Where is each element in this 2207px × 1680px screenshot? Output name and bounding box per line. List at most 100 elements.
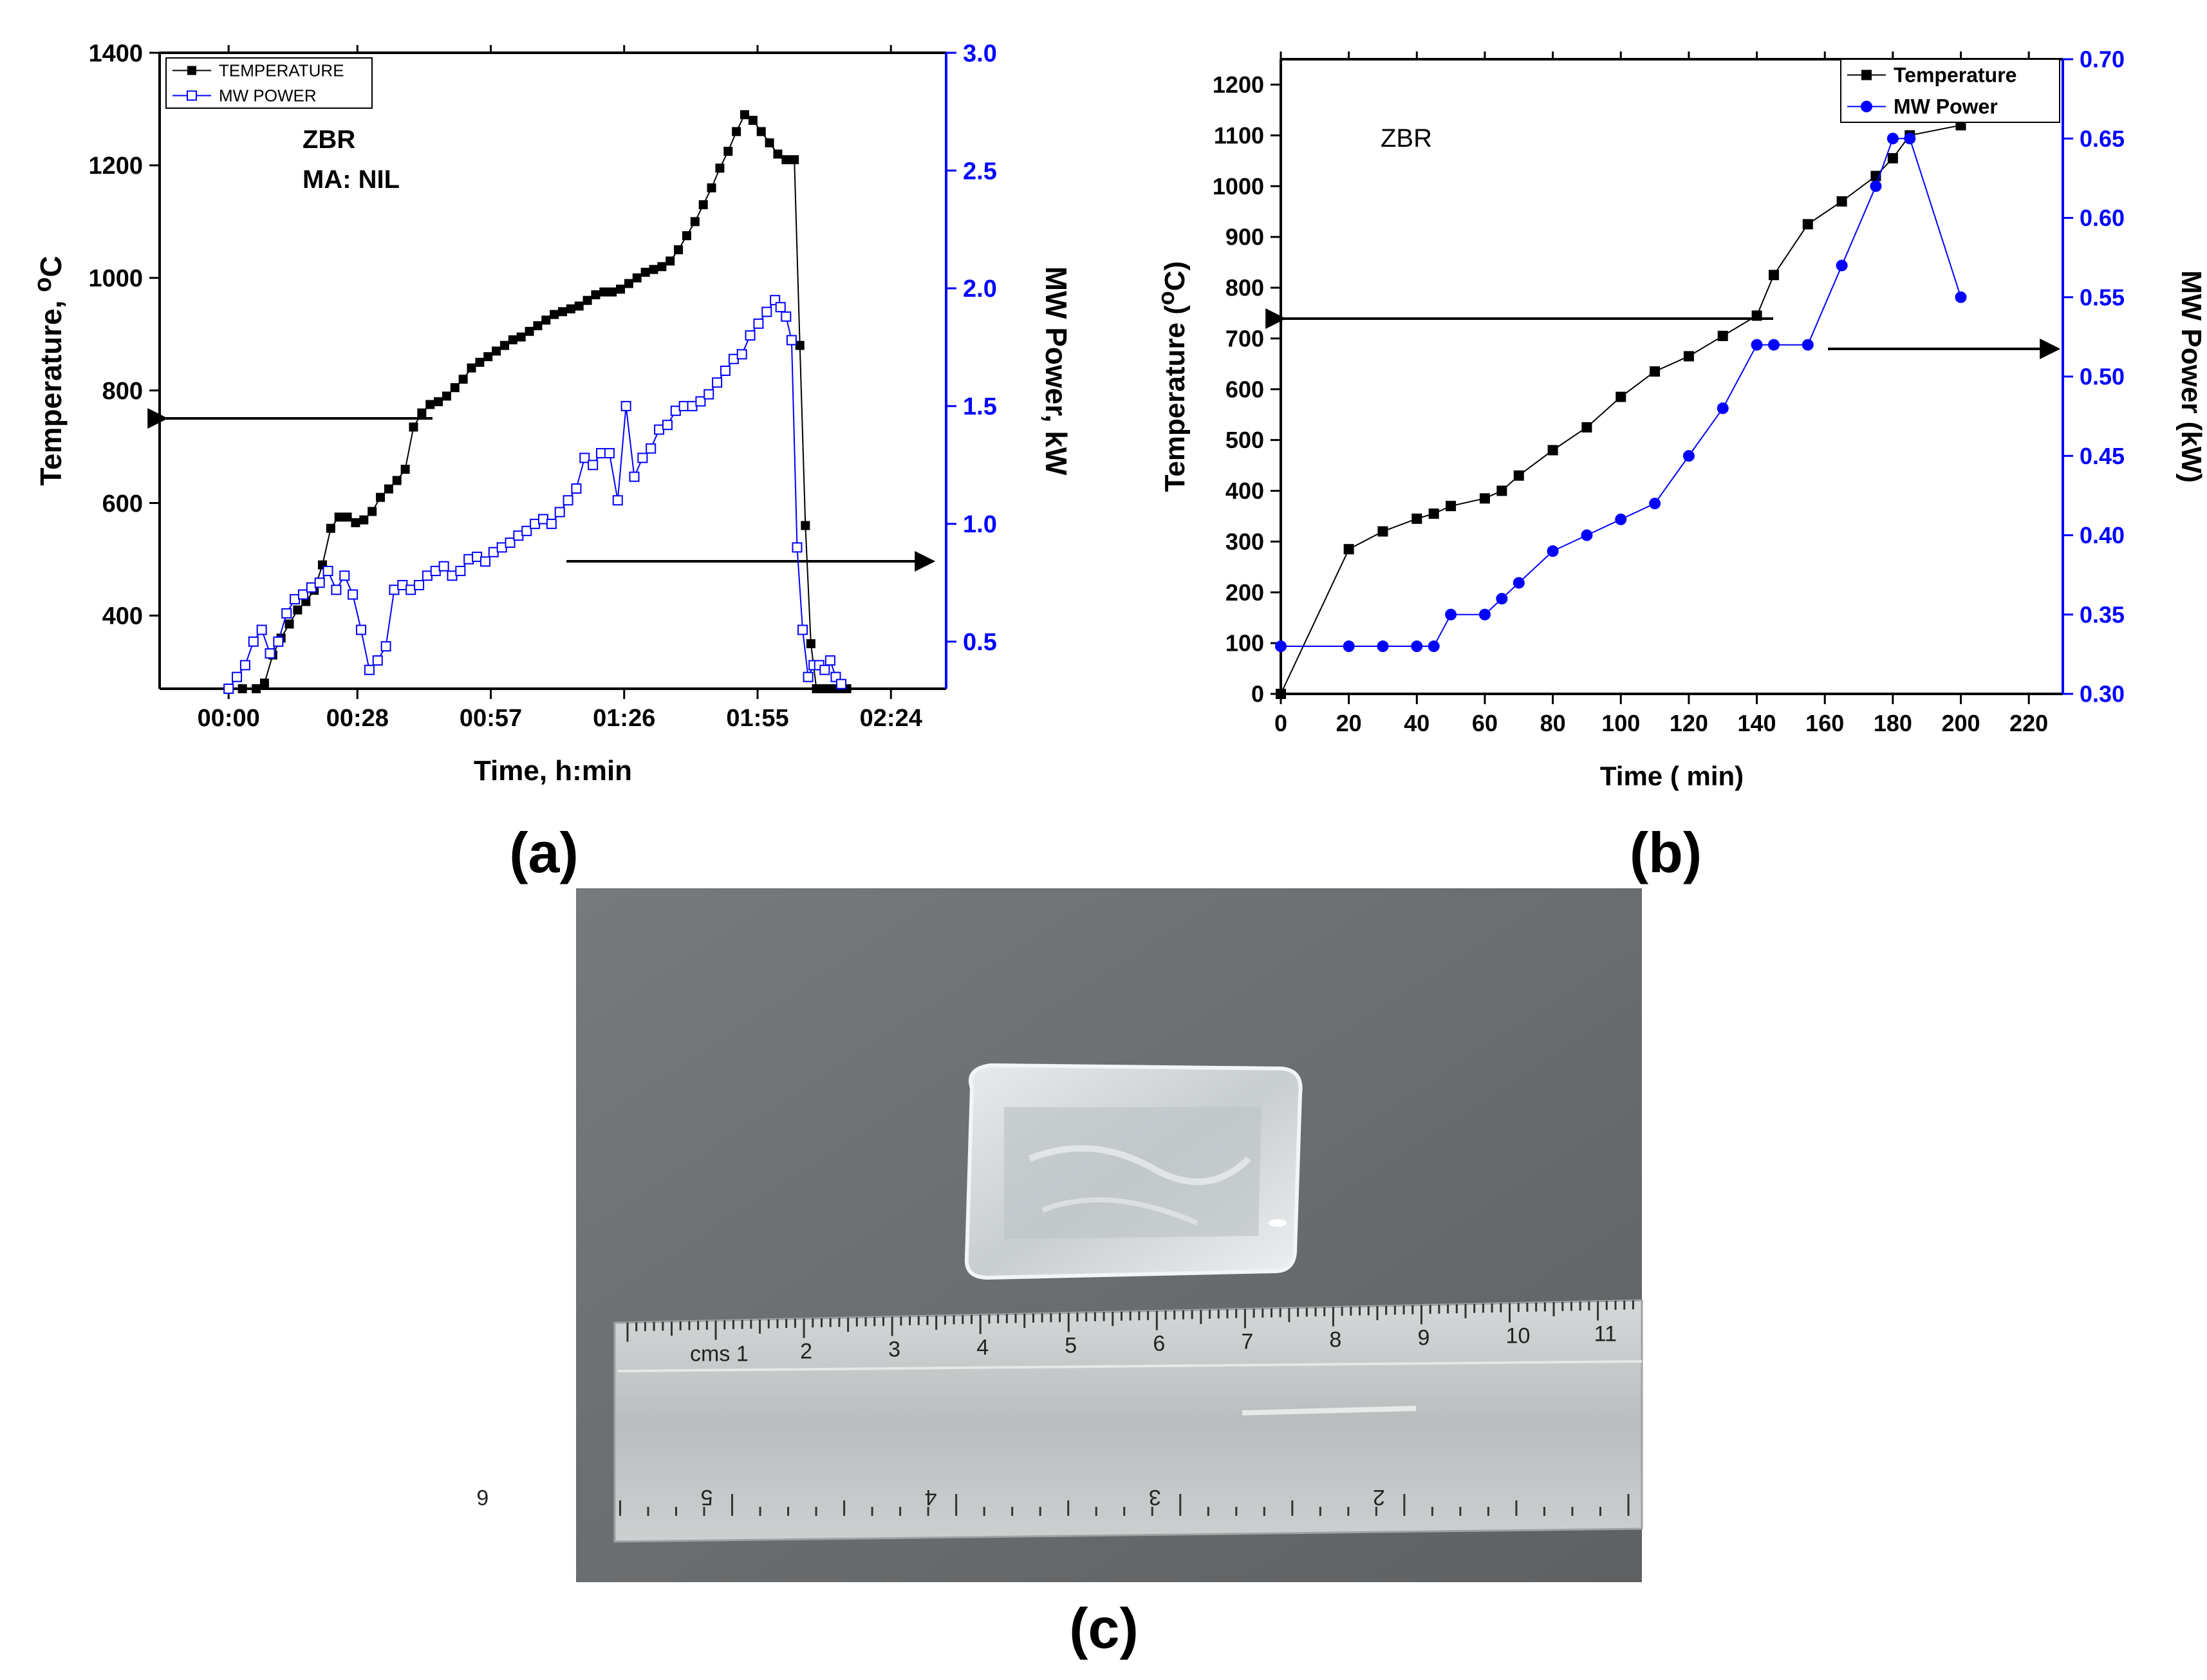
data-point [723,147,733,156]
data-point [239,660,250,671]
y-left-tick-label: 1000 [88,265,143,292]
data-point [1751,339,1763,351]
data-point [1717,402,1729,415]
data-point [492,346,501,356]
photo: cms 1 2 3 4 5 6 7 8 9 10 11 6 5 4 3 2 [476,888,1643,1582]
data-point [781,155,791,165]
x-tick-label: 0 [1274,710,1287,736]
data-point [1768,270,1779,281]
data-point [1802,339,1814,351]
data-point [331,584,342,595]
x-tick-label: 02:24 [860,705,922,732]
data-point [690,217,700,227]
data-point [414,579,425,590]
data-point [1478,608,1491,621]
data-point [657,262,667,272]
y-right-tick-label: 2.0 [963,275,997,303]
panel-label-a: (a) [509,821,579,884]
ruler-cm-label: 8 [1329,1328,1341,1352]
x-tick-label: 20 [1336,710,1362,736]
data-point [475,357,485,367]
y-right-tick-label: 0.50 [2080,364,2125,390]
data-point [1377,640,1389,653]
data-point [836,678,847,689]
y-left-tick-label: 300 [1225,528,1264,555]
y-left-axis-label: Temperature (oC) [1153,261,1191,492]
y-left-tick-label: 800 [102,378,143,405]
data-point [284,619,294,629]
data-point [1547,445,1558,456]
data-point [1904,133,1916,145]
data-point [314,577,325,588]
data-point [417,408,427,418]
data-point [1428,508,1439,519]
ruler-cm-label: 11 [1594,1322,1617,1347]
data-point [790,155,799,165]
legend-label: TEMPERATURE [219,61,344,80]
y-right-tick-label: 0.55 [2080,284,2125,310]
data-point [450,383,460,393]
data-point [256,624,267,635]
data-point [364,664,375,675]
data-point [533,321,543,331]
data-point [753,318,764,329]
data-point [293,605,303,615]
data-point [467,363,476,373]
ruler-cm-label: 4 [976,1336,989,1360]
legend-label: MW Power [1894,95,1998,118]
data-point [237,684,247,693]
x-tick-label: 01:55 [726,705,788,732]
data-point [563,495,573,506]
ruler-inch-label: 3 [1149,1485,1161,1509]
data-point [223,684,234,694]
data-point [1581,422,1592,433]
data-point [1411,640,1423,653]
data-point [712,377,723,388]
ruler: cms 1 2 3 4 5 6 7 8 9 10 11 6 5 4 3 2 [476,1299,1643,1543]
data-point [400,465,410,474]
data-point [326,523,335,533]
data-point [1496,593,1508,605]
data-point [579,453,590,463]
annotation-text: ZBR [1381,124,1432,153]
y-left-axis-label: Temperature, oC [30,256,68,485]
legend-marker [187,66,196,75]
data-point [1870,180,1882,192]
x-tick-label: 200 [1941,710,1980,736]
data-point [1887,153,1898,163]
data-point [824,655,835,666]
data-point [588,460,599,471]
x-tick-label: 160 [1805,710,1844,736]
data-point [612,495,623,506]
data-point [1513,470,1524,481]
series-line [1280,124,1961,695]
data-point [819,664,830,675]
ruler-cm-label: 7 [1241,1330,1253,1354]
glass-sample [964,1063,1303,1280]
data-point [1682,450,1695,462]
data-point [629,471,640,482]
data-point [674,245,684,255]
y-right-tick-label: 1.0 [963,511,997,538]
data-point [259,678,269,688]
legend-box [1840,59,2060,123]
data-point [707,183,716,192]
data-point [649,265,658,274]
data-point [384,484,393,494]
ruler-inch-label: 6 [476,1485,489,1509]
data-point [1836,259,1848,272]
ruler-cm-label: cms 1 [690,1341,749,1366]
y-right-tick-label: 0.45 [2080,443,2125,469]
y-left-tick-label: 1200 [1213,71,1264,98]
data-point [599,287,609,297]
data-point [591,290,601,299]
data-point [732,127,741,136]
x-tick-label: 60 [1472,710,1498,736]
data-point [1496,485,1507,496]
y-left-tick-label: 800 [1225,275,1264,301]
data-point [505,537,516,548]
y-left-tick-label: 500 [1225,427,1264,453]
y-left-tick-label: 700 [1225,325,1264,351]
data-point [232,671,243,682]
data-point [1616,391,1626,402]
